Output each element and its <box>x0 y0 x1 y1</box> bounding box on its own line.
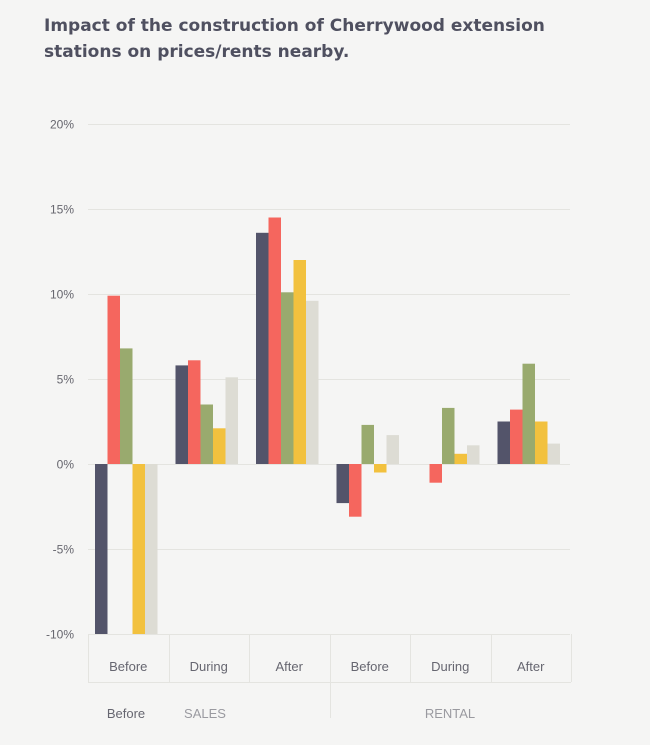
bar <box>268 217 281 464</box>
bar <box>306 300 319 464</box>
y-tick-label: -10% <box>46 628 74 642</box>
bar <box>225 377 238 464</box>
bar <box>535 421 548 464</box>
x-tick-label: During <box>190 659 228 674</box>
x-tick-label: Before <box>109 659 147 674</box>
group-label: Before <box>107 706 145 721</box>
bar <box>522 363 535 464</box>
bar <box>361 424 374 464</box>
bar <box>374 464 387 473</box>
bar <box>349 464 362 517</box>
y-tick-label: 0% <box>57 458 75 472</box>
x-tick-label: After <box>276 659 304 674</box>
bar <box>281 292 294 464</box>
bar <box>145 464 158 634</box>
x-tick-label: Before <box>351 659 389 674</box>
bar <box>188 360 201 464</box>
bar <box>497 421 510 464</box>
group-label: RENTAL <box>425 706 475 721</box>
y-tick-label: 10% <box>50 288 74 302</box>
chart-title: Impact of the construction of Cherrywood… <box>44 16 545 62</box>
bar <box>132 464 145 634</box>
bar <box>547 443 560 464</box>
bar <box>429 464 442 483</box>
bar <box>336 464 349 504</box>
bar <box>442 407 455 464</box>
bar <box>386 435 399 464</box>
y-tick-label: -5% <box>53 543 75 557</box>
group-label: SALES <box>184 706 226 721</box>
bar <box>293 260 306 464</box>
bar <box>510 409 523 464</box>
bar <box>256 232 269 464</box>
bar <box>120 348 133 464</box>
bar <box>95 464 108 634</box>
x-tick-label: After <box>517 659 545 674</box>
y-tick-label: 15% <box>50 203 74 217</box>
y-tick-label: 5% <box>57 373 75 387</box>
bar <box>107 295 120 464</box>
x-tick-label: During <box>431 659 469 674</box>
bar <box>454 453 467 464</box>
y-tick-label: 20% <box>50 118 74 132</box>
bar <box>175 365 188 464</box>
bar <box>200 404 213 464</box>
bar <box>467 445 480 464</box>
bar <box>213 428 226 464</box>
